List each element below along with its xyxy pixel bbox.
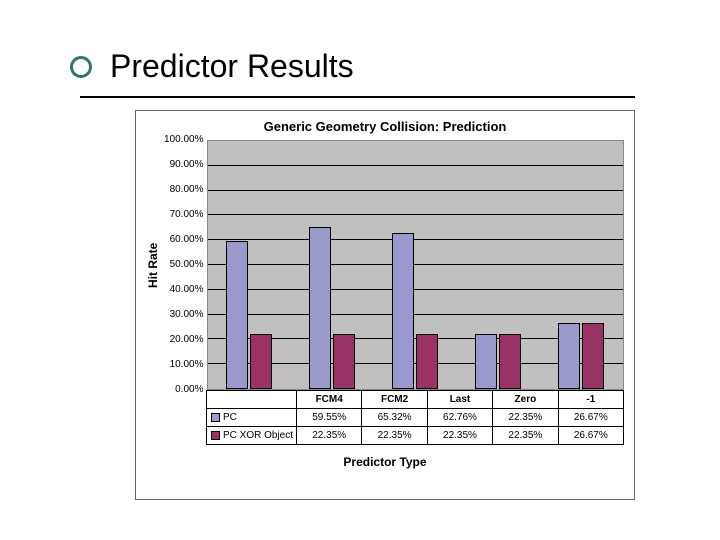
y-tick: 60.00% (164, 235, 203, 245)
bars-layer (208, 141, 623, 389)
bar (416, 334, 438, 389)
chart-container: Generic Geometry Collision: Prediction H… (135, 110, 635, 500)
bar (475, 334, 497, 389)
value-cell: 62.76% (427, 409, 492, 427)
category-cell: Last (427, 391, 492, 409)
value-cell: 22.35% (427, 427, 492, 445)
value-cell: 22.35% (493, 409, 558, 427)
value-cell: 22.35% (493, 427, 558, 445)
category-cell: FCM2 (362, 391, 427, 409)
y-tick: 40.00% (164, 285, 203, 295)
chart-title: Generic Geometry Collision: Prediction (136, 111, 634, 140)
slide-title: Predictor Results (110, 48, 354, 85)
y-axis-ticks: 100.00% 90.00% 80.00% 70.00% 60.00% 50.0… (162, 140, 207, 390)
table-row-series-1: PC XOR Object 22.35% 22.35% 22.35% 22.35… (207, 427, 624, 445)
value-cell: 26.67% (558, 427, 623, 445)
title-underline (80, 96, 635, 98)
y-axis-label: Hit Rate (144, 140, 162, 390)
bar (499, 334, 521, 389)
value-cell: 22.35% (297, 427, 362, 445)
y-tick: 30.00% (164, 310, 203, 320)
y-tick: 100.00% (164, 135, 203, 145)
y-tick: 70.00% (164, 210, 203, 220)
value-cell: 26.67% (558, 409, 623, 427)
category-cell: FCM4 (297, 391, 362, 409)
chart-body: Hit Rate 100.00% 90.00% 80.00% 70.00% 60… (136, 140, 634, 390)
bar (582, 323, 604, 389)
bar-group (291, 141, 374, 389)
bar (333, 334, 355, 389)
legend-label: PC XOR Object (223, 430, 293, 441)
y-tick: 0.00% (164, 385, 203, 395)
value-cell: 65.32% (362, 409, 427, 427)
plot-area (207, 140, 624, 390)
bar-group (374, 141, 457, 389)
bullet-icon (70, 56, 92, 78)
legend-label: PC (223, 412, 237, 423)
y-tick: 80.00% (164, 185, 203, 195)
category-cell: Zero (493, 391, 558, 409)
legend-cell-pc: PC (207, 409, 297, 427)
y-tick: 90.00% (164, 160, 203, 170)
table-row-categories: FCM4 FCM2 Last Zero -1 (207, 391, 624, 409)
bar-group (457, 141, 540, 389)
bar (309, 227, 331, 389)
legend-swatch-icon (211, 431, 220, 440)
slide: Predictor Results Generic Geometry Colli… (0, 0, 720, 540)
legend-header-empty (207, 391, 297, 409)
y-tick: 20.00% (164, 335, 203, 345)
data-table: FCM4 FCM2 Last Zero -1 PC 59.55% 65.32% … (206, 390, 624, 445)
title-row: Predictor Results (70, 48, 354, 85)
y-tick: 50.00% (164, 260, 203, 270)
category-cell: -1 (558, 391, 623, 409)
table-row-series-0: PC 59.55% 65.32% 62.76% 22.35% 26.67% (207, 409, 624, 427)
legend-swatch-icon (211, 413, 220, 422)
bar (250, 334, 272, 389)
bar-group (540, 141, 623, 389)
bar (226, 241, 248, 389)
value-cell: 59.55% (297, 409, 362, 427)
bar (392, 233, 414, 389)
y-tick: 10.00% (164, 360, 203, 370)
legend-cell-pcxor: PC XOR Object (207, 427, 297, 445)
value-cell: 22.35% (362, 427, 427, 445)
x-axis-label: Predictor Type (136, 445, 634, 473)
bar-group (208, 141, 291, 389)
bar (558, 323, 580, 389)
